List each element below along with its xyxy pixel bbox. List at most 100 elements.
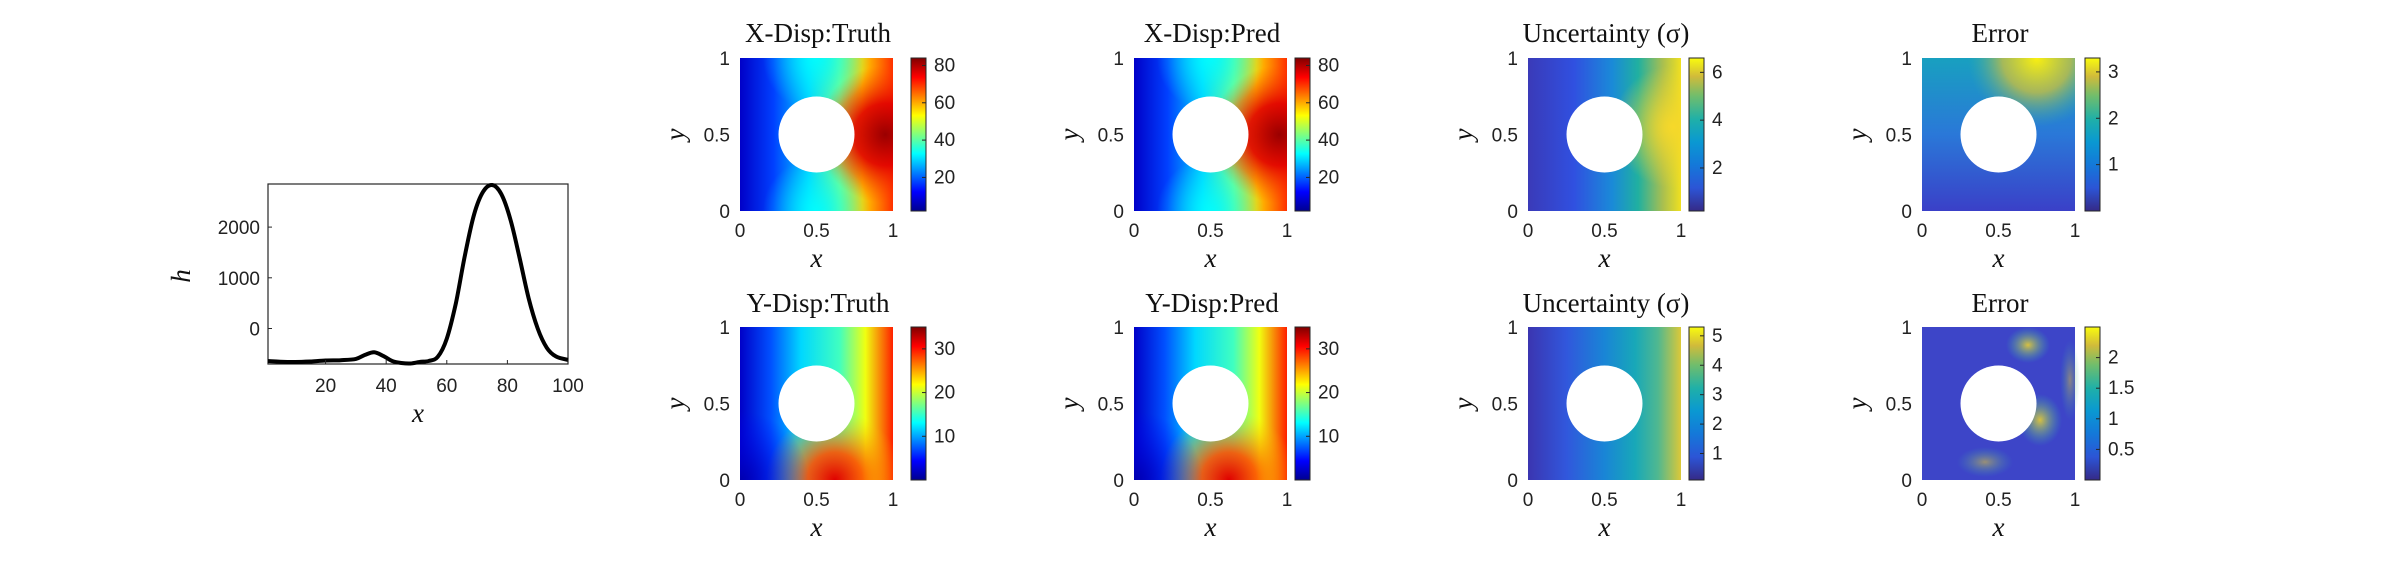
- y-tick-label: 0: [1901, 471, 1912, 492]
- heatmap-spot: [1957, 447, 2013, 477]
- x-tick-label: 0.5: [803, 490, 829, 511]
- x-tick-label: 1: [1676, 221, 1687, 242]
- colorbar-tick-label: 1: [2108, 155, 2119, 176]
- colorbar-tick-label: 0.5: [2108, 439, 2134, 460]
- panel-title: Uncertainty (σ): [1523, 288, 1690, 318]
- colorbar-tick-label: 20: [934, 383, 955, 404]
- colorbar-tick-label: 2: [2108, 108, 2119, 129]
- y-tick-label: 0.5: [1886, 395, 1912, 416]
- panel-x-disp-truth: X-Disp:Truth 20 40 60 80 0 0.5 1 0 0.5 1 x y: [660, 18, 955, 273]
- y-tick-label: 0: [1113, 471, 1124, 492]
- colorbar-tick-label: 10: [934, 426, 955, 447]
- colorbar: [910, 326, 927, 481]
- colorbar: [910, 57, 927, 212]
- hole: [1172, 365, 1249, 442]
- x-axis-label: x: [1598, 512, 1611, 542]
- y-axis-label: y: [1054, 128, 1084, 143]
- hole: [1566, 96, 1643, 173]
- panel-title: X-Disp:Pred: [1144, 18, 1281, 48]
- plot-frame: [267, 183, 569, 365]
- y-tick-label: 2000: [218, 218, 260, 239]
- y-axis-label: y: [660, 397, 690, 412]
- y-tick-label: 0: [249, 320, 260, 341]
- y-tick-label: 1: [1901, 318, 1912, 339]
- panel-title: Y-Disp:Truth: [746, 288, 890, 318]
- panel-error-x: Error 1 2 3 0 0.5 1 0 0.5 1 x y: [1842, 18, 2119, 273]
- y-axis-label: y: [1448, 397, 1478, 412]
- colorbar-tick-label: 20: [1318, 383, 1339, 404]
- colorbar-tick-label: 4: [1712, 355, 1723, 376]
- colorbar-tick-label: 80: [1318, 55, 1339, 76]
- colorbar-tick-label: 80: [934, 55, 955, 76]
- panel-title: X-Disp:Truth: [745, 18, 892, 48]
- y-axis-label: y: [1842, 128, 1872, 143]
- colorbar-tick-label: 60: [1318, 93, 1339, 114]
- x-tick-label: 0.5: [1985, 221, 2011, 242]
- heatmap-spot: [2006, 327, 2050, 363]
- x-axis-label: x: [411, 398, 424, 428]
- colorbar-tick-label: 30: [934, 339, 955, 360]
- x-tick-label: 0: [1523, 221, 1534, 242]
- x-tick-label: 60: [436, 376, 457, 397]
- x-tick-label: 1: [2070, 221, 2081, 242]
- y-tick-label: 0.5: [704, 126, 730, 147]
- y-axis-label: y: [660, 128, 690, 143]
- colorbar-tick-label: 40: [934, 130, 955, 151]
- x-axis-label: x: [1204, 243, 1217, 273]
- line-chart: 20 40 60 80 100 0 1000 2000 x h: [166, 182, 584, 428]
- y-tick-label: 0.5: [1492, 126, 1518, 147]
- y-tick-label: 0.5: [1492, 395, 1518, 416]
- y-axis-label: y: [1054, 397, 1084, 412]
- x-tick-label: 1: [1676, 490, 1687, 511]
- y-tick-label: 1: [719, 318, 730, 339]
- x-tick-label: 0: [1523, 490, 1534, 511]
- panel-uncertainty-y: Uncertainty (σ) 1 2 3 4 5 0 0.5 1 0 0.5 1 x y: [1448, 288, 1723, 542]
- colorbar-tick-label: 3: [2108, 62, 2119, 83]
- x-tick-label: 0.5: [803, 221, 829, 242]
- colorbar-tick-label: 20: [1318, 167, 1339, 188]
- y-axis-label: h: [166, 269, 196, 283]
- colorbar: [1294, 326, 1311, 481]
- x-tick-label: 1: [888, 221, 899, 242]
- x-tick-label: 0.5: [1985, 490, 2011, 511]
- y-tick-label: 1: [1507, 49, 1518, 70]
- x-axis-label: x: [1204, 512, 1217, 542]
- x-tick-label: 1: [2070, 490, 2081, 511]
- x-tick-label: 0.5: [1591, 221, 1617, 242]
- x-tick-label: 1: [888, 490, 899, 511]
- y-tick-label: 1: [1507, 318, 1518, 339]
- colorbar: [1688, 326, 1705, 481]
- colorbar-tick-label: 3: [1712, 385, 1723, 406]
- x-tick-label: 0: [1917, 221, 1928, 242]
- colorbar-tick-label: 20: [934, 167, 955, 188]
- y-axis-label: y: [1842, 397, 1872, 412]
- y-tick-label: 0: [719, 471, 730, 492]
- colorbar-tick-label: 2: [1712, 158, 1723, 179]
- colorbar-tick-label: 10: [1318, 426, 1339, 447]
- x-axis-label: x: [1992, 243, 2005, 273]
- hole: [1172, 96, 1249, 173]
- y-tick-label: 0.5: [1098, 395, 1124, 416]
- colorbar: [1294, 57, 1311, 212]
- hole: [1960, 96, 2037, 173]
- y-tick-label: 0.5: [704, 395, 730, 416]
- y-tick-label: 1: [719, 49, 730, 70]
- x-tick-label: 0: [735, 490, 746, 511]
- x-tick-label: 80: [497, 376, 518, 397]
- y-tick-label: 0.5: [1886, 126, 1912, 147]
- hole: [1960, 365, 2037, 442]
- colorbar-tick-label: 1: [1712, 444, 1723, 465]
- x-tick-label: 0.5: [1591, 490, 1617, 511]
- series-line: [267, 182, 569, 366]
- colorbar-tick-label: 4: [1712, 110, 1723, 131]
- y-axis-label: y: [1448, 128, 1478, 143]
- x-axis-label: x: [1992, 512, 2005, 542]
- panel-x-disp-pred: X-Disp:Pred 20 40 60 80 0 0.5 1 0 0.5 1 x y: [1054, 18, 1339, 273]
- panel-title: Uncertainty (σ): [1523, 18, 1690, 48]
- x-axis-label: x: [1598, 243, 1611, 273]
- hole: [778, 96, 855, 173]
- colorbar-tick-label: 60: [934, 93, 955, 114]
- panel-uncertainty-x: Uncertainty (σ) 2 4 6 0 0.5 1 0 0.5 1 x y: [1448, 18, 1723, 273]
